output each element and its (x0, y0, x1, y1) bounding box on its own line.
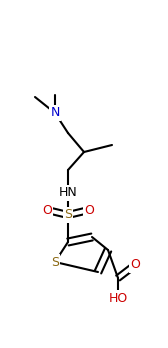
Text: N: N (50, 106, 60, 119)
Text: S: S (64, 208, 72, 221)
Text: O: O (84, 204, 94, 216)
Text: HN: HN (59, 187, 77, 199)
Text: S: S (51, 255, 59, 269)
Text: O: O (130, 259, 140, 271)
Text: HO: HO (108, 292, 128, 304)
Text: O: O (42, 204, 52, 216)
